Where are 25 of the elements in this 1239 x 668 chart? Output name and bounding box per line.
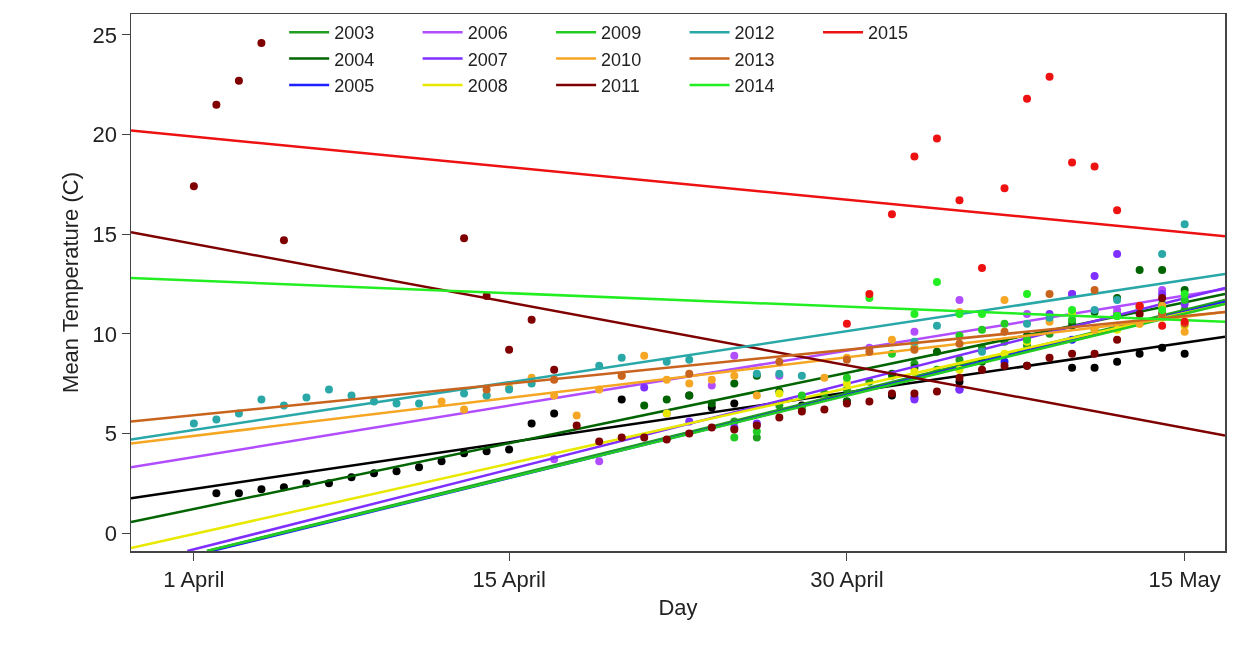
legend-label: 2012 [734, 23, 775, 44]
legend-label: 2003 [334, 23, 375, 44]
x-axis-title: Day [658, 594, 698, 620]
legend-label: 2014 [734, 76, 775, 97]
legend-label: 2013 [734, 49, 775, 70]
legend-label: 2006 [467, 23, 508, 44]
legend-label: 2007 [467, 49, 508, 70]
y-tick-label: 20 [92, 122, 118, 148]
x-tick-label: 15 April [472, 566, 546, 592]
legend-label: 2011 [601, 76, 640, 97]
legend-label: 2010 [601, 49, 642, 70]
legend-label: 2015 [868, 23, 909, 44]
y-tick-label: 0 [104, 520, 118, 546]
y-axis-title: Mean Temperature (C) [57, 172, 83, 393]
legend-label: 2009 [601, 23, 642, 44]
x-tick-label: 30 April [810, 566, 884, 592]
y-tick-label: 10 [92, 321, 118, 347]
legend-label: 2005 [334, 76, 375, 97]
x-tick-label: 15 May [1148, 566, 1221, 592]
y-tick-label: 5 [104, 421, 118, 447]
x-tick-label: 1 April [163, 566, 225, 592]
legend-label: 2004 [334, 49, 375, 70]
y-tick-label: 25 [92, 22, 118, 48]
legend-label: 2008 [467, 76, 508, 97]
y-tick-label: 15 [92, 221, 118, 247]
